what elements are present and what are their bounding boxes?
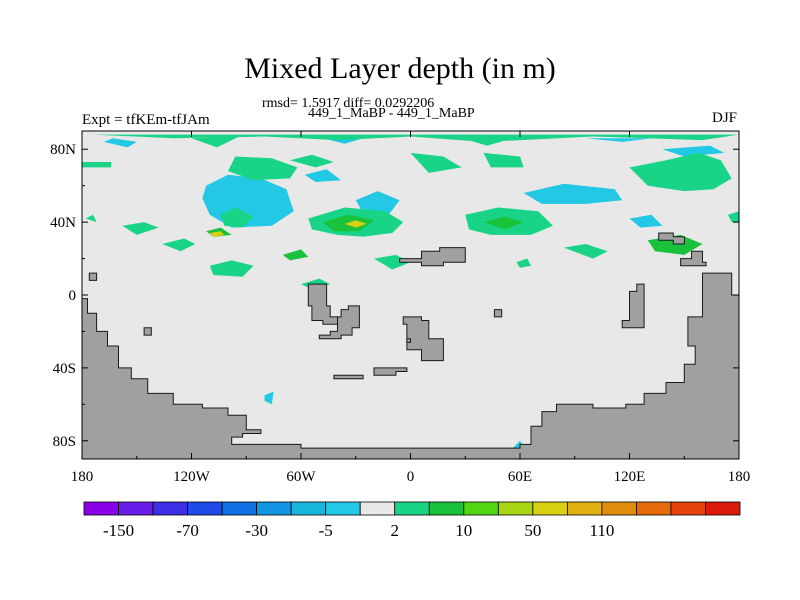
contour-region-50-1 bbox=[209, 231, 225, 237]
contour-region--5-7 bbox=[662, 145, 725, 157]
colorbar-swatch bbox=[497, 501, 534, 516]
colorbar-label: 2 bbox=[390, 521, 399, 540]
contour-region-2-17 bbox=[516, 258, 531, 268]
colorbar-swatch bbox=[705, 501, 741, 516]
colorbar-swatch bbox=[428, 501, 465, 516]
colorbar-label: -70 bbox=[176, 521, 199, 540]
contour-region-2-6 bbox=[410, 152, 462, 173]
land-region-7 bbox=[402, 316, 444, 362]
land-region-13 bbox=[406, 338, 411, 343]
contour-region-2-2 bbox=[191, 136, 239, 148]
contour-region-2-1 bbox=[82, 162, 112, 168]
contour-region-2-4 bbox=[228, 156, 298, 181]
land-region-4 bbox=[318, 305, 360, 340]
colorbar-swatch bbox=[359, 501, 396, 516]
colorbar-swatch bbox=[290, 501, 327, 516]
contour-region-10-2 bbox=[483, 216, 524, 230]
land-region-9 bbox=[399, 247, 466, 267]
land-region-0 bbox=[81, 272, 740, 460]
land-mask bbox=[81, 232, 740, 460]
y-tick-label: 0 bbox=[69, 288, 77, 304]
colorbar-swatch bbox=[221, 501, 258, 516]
contour-region-2-7 bbox=[483, 152, 524, 168]
contour-region--5-6 bbox=[585, 138, 652, 142]
colorbar-swatch bbox=[636, 501, 672, 516]
contour-region--5-0 bbox=[103, 138, 137, 148]
x-tick-label: 120W bbox=[173, 469, 211, 485]
land-region-12 bbox=[621, 283, 645, 329]
land-region-1 bbox=[143, 327, 152, 336]
contour-fields bbox=[82, 134, 739, 449]
colorbar-swatch bbox=[256, 501, 292, 516]
contour-region-2-0 bbox=[93, 134, 739, 142]
contour-region-2-10 bbox=[162, 238, 196, 252]
x-tick-label: 0 bbox=[407, 469, 415, 485]
colorbar-swatch bbox=[325, 501, 361, 516]
colorbar-label: 10 bbox=[455, 521, 472, 540]
contour-region-2-3 bbox=[461, 138, 513, 146]
contour-region-2-5 bbox=[290, 154, 334, 168]
y-tick-label: 80N bbox=[50, 142, 76, 158]
colorbar-swatch bbox=[601, 501, 637, 516]
colorbar-label: 110 bbox=[589, 521, 614, 540]
x-tick-label: 180 bbox=[71, 469, 94, 485]
colorbar-swatch bbox=[670, 501, 706, 516]
season-label: DJF bbox=[712, 110, 738, 126]
stats-text: rmsd= 1.5917 diff= 0.0292206 bbox=[262, 96, 435, 111]
contour-region--5-2 bbox=[355, 191, 400, 215]
contour-region--5-3 bbox=[523, 183, 623, 204]
colorbar-swatch bbox=[463, 501, 499, 516]
colorbar-swatch bbox=[187, 501, 223, 516]
contour-region-2-14 bbox=[209, 260, 254, 277]
colorbar-label: -30 bbox=[245, 521, 268, 540]
x-axis-ticks: 180 120W 60W 0 60E 120E 180 bbox=[71, 131, 751, 485]
colorbar-label: -150 bbox=[103, 521, 134, 540]
colorbar-label: -5 bbox=[319, 521, 333, 540]
colorbar-label: 50 bbox=[524, 521, 541, 540]
colorbar: -150 -70 -30 -5 2 10 50 110 bbox=[83, 501, 741, 540]
land-region-10 bbox=[658, 232, 685, 245]
contour-region--5-10 bbox=[264, 391, 274, 405]
contour-region--5-9 bbox=[304, 169, 342, 182]
contour-region-10-4 bbox=[282, 249, 309, 261]
contour-region-2-8 bbox=[629, 152, 732, 192]
colorbar-swatch bbox=[83, 501, 119, 516]
chart-title: Mixed Layer depth (in m) bbox=[244, 52, 556, 85]
land-region-6 bbox=[373, 367, 408, 376]
y-axis-ticks: 80N 40N 0 40S 80S bbox=[50, 142, 739, 450]
chart-subtitle: 449_1_MaBP - 449_1_MaBP bbox=[308, 106, 475, 121]
y-tick-label: 40N bbox=[50, 215, 76, 231]
experiment-label: Expt = tfKEm-tfJAm bbox=[82, 112, 210, 128]
contour-region-2-19 bbox=[85, 214, 97, 223]
land-region-5 bbox=[333, 374, 364, 380]
colorbar-swatch bbox=[532, 501, 568, 516]
y-tick-label: 80S bbox=[53, 434, 76, 450]
colorbar-swatch bbox=[394, 501, 430, 516]
x-tick-label: 60W bbox=[286, 469, 316, 485]
x-tick-label: 180 bbox=[728, 469, 751, 485]
x-tick-label: 60E bbox=[508, 469, 532, 485]
contour-region-2-20 bbox=[728, 211, 739, 223]
contour-region-2-18 bbox=[563, 244, 608, 259]
contour-region--5-8 bbox=[629, 214, 663, 228]
y-tick-label: 40S bbox=[53, 361, 76, 377]
contour-region-2-9 bbox=[122, 222, 159, 235]
x-tick-label: 120E bbox=[614, 469, 646, 485]
land-region-2 bbox=[88, 272, 98, 281]
land-region-11 bbox=[680, 250, 707, 267]
colorbar-swatch bbox=[566, 501, 603, 516]
land-region-8 bbox=[493, 309, 503, 318]
contour-region-2-11 bbox=[220, 207, 254, 228]
colorbar-swatch bbox=[118, 501, 154, 516]
colorbar-swatch bbox=[152, 501, 188, 516]
contour-region-50-0 bbox=[344, 220, 367, 228]
